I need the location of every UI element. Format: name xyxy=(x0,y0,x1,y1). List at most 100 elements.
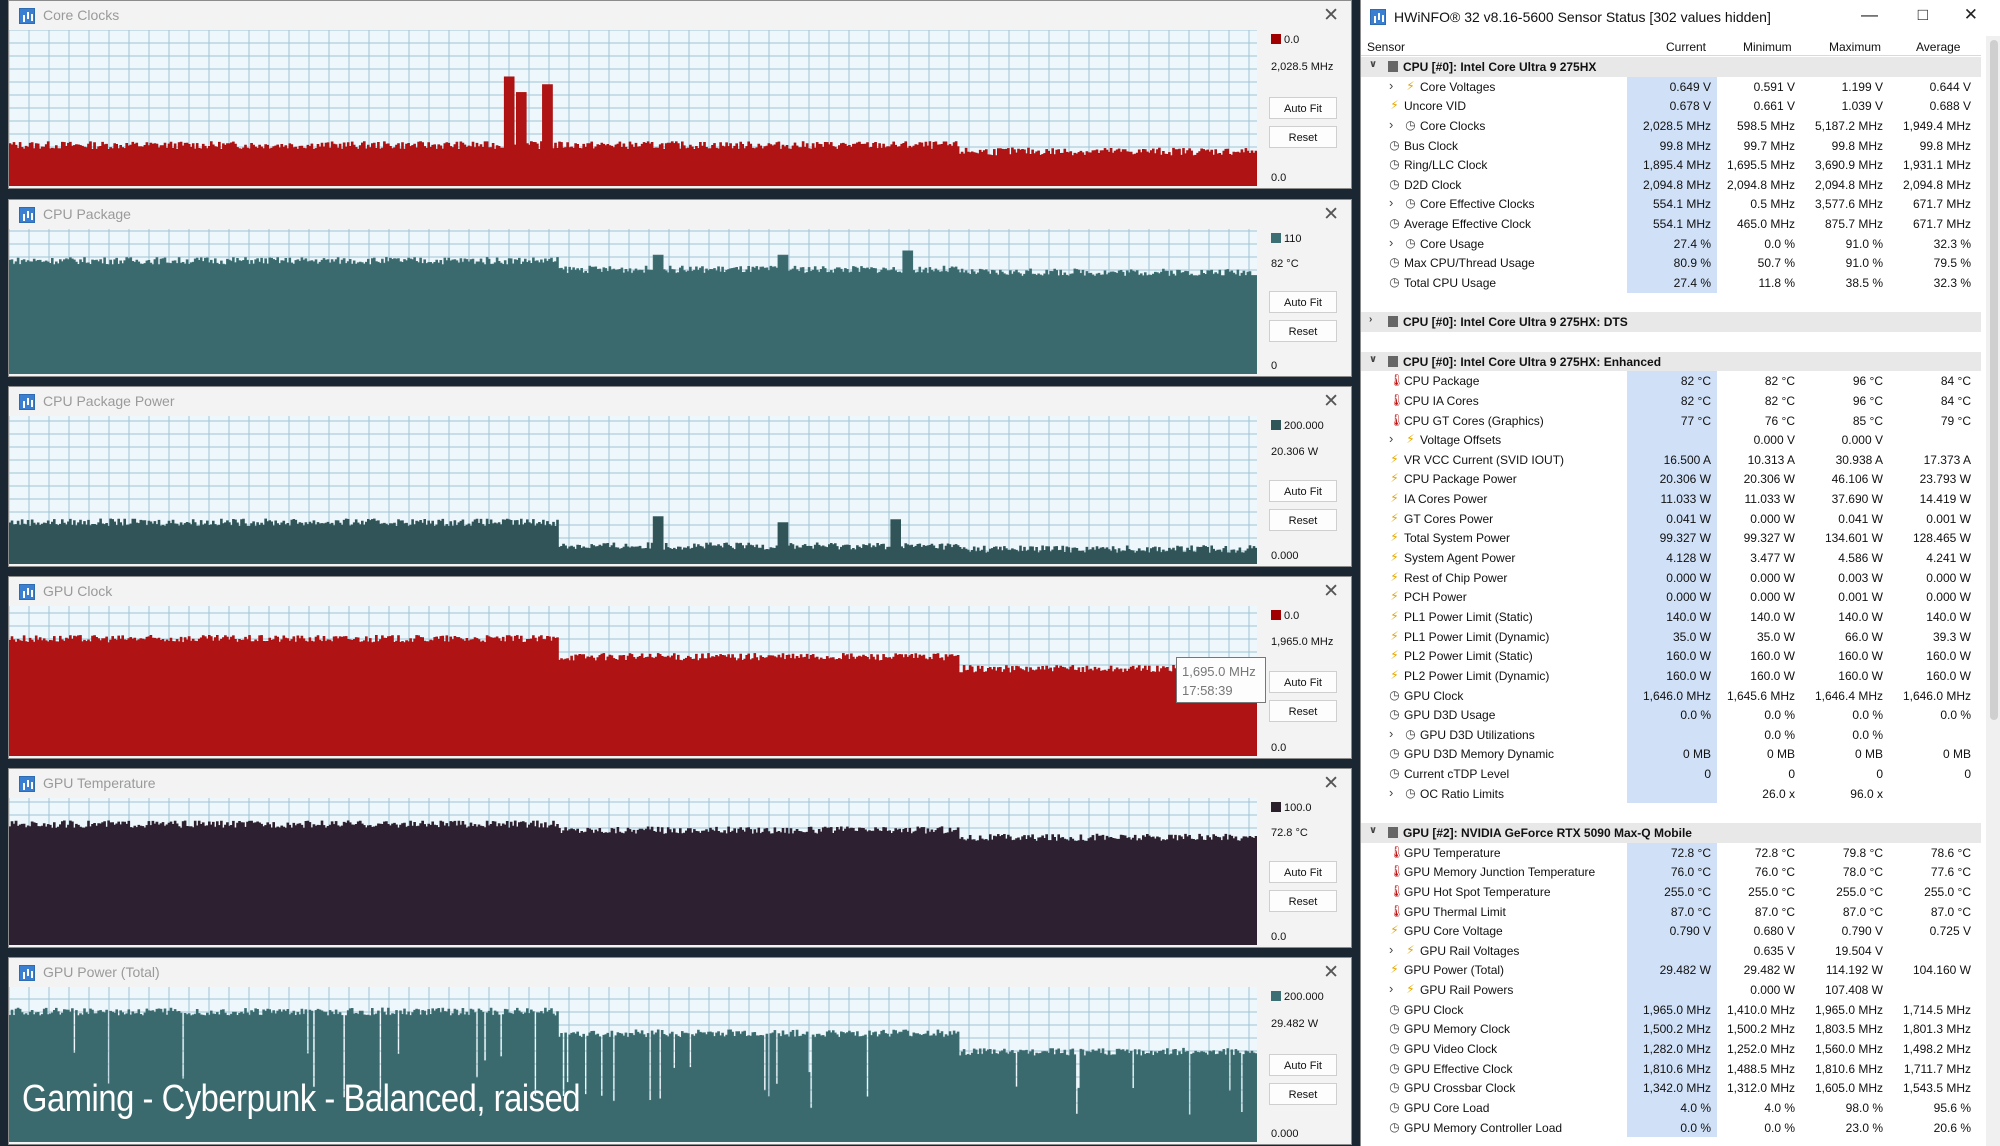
sensor-row[interactable]: ⚡ Total System Power 99.327 W 99.327 W 1… xyxy=(1361,528,1981,549)
chevron-down-icon[interactable]: ∨ xyxy=(1369,824,1378,836)
sensor-row[interactable]: ⚡ Uncore VID 0.678 V 0.661 V 1.039 V 0.6… xyxy=(1361,96,1981,116)
sensor-row[interactable]: ⚡ PL2 Power Limit (Dynamic) 160.0 W 160.… xyxy=(1361,665,1981,686)
sensor-row[interactable]: ◷ GPU Clock 1,646.0 MHz 1,645.6 MHz 1,64… xyxy=(1361,685,1981,706)
sensor-row[interactable]: 🌡 GPU Temperature 72.8 °C 72.8 °C 79.8 °… xyxy=(1361,842,1981,863)
sensor-row[interactable]: › ⚡ GPU Rail Voltages 0.635 V 19.504 V xyxy=(1361,940,1981,961)
chevron-down-icon[interactable]: ∨ xyxy=(1369,353,1378,365)
sensor-row[interactable]: ⚡ CPU Package Power 20.306 W 20.306 W 46… xyxy=(1361,469,1981,490)
minimum-value: 50.7 % xyxy=(1757,256,1795,271)
close-icon[interactable]: ✕ xyxy=(1963,5,1978,24)
sensor-row[interactable]: ◷ GPU Memory Controller Load 0.0 % 0.0 %… xyxy=(1361,1117,1981,1138)
auto-fit-button[interactable]: Auto Fit xyxy=(1269,480,1337,502)
graph-canvas[interactable] xyxy=(9,229,1257,374)
sensor-row[interactable]: 🌡 CPU IA Cores 82 °C 82 °C 96 °C 84 °C xyxy=(1361,390,1981,411)
sensor-row[interactable]: ◷ Total CPU Usage 27.4 % 11.8 % 38.5 % 3… xyxy=(1361,273,1981,293)
reset-button[interactable]: Reset xyxy=(1269,1083,1337,1105)
graph-canvas[interactable] xyxy=(9,987,1257,1142)
close-icon[interactable]: ✕ xyxy=(1323,204,1339,225)
close-icon[interactable]: ✕ xyxy=(1323,581,1339,602)
graph-canvas[interactable] xyxy=(9,30,1257,186)
sensor-row[interactable]: ⚡ VR VCC Current (SVID IOUT) 16.500 A 10… xyxy=(1361,449,1981,470)
reset-button[interactable]: Reset xyxy=(1269,890,1337,912)
col-average[interactable]: Average xyxy=(1916,40,1961,54)
sensor-row[interactable]: ◷ GPU Core Load 4.0 % 4.0 % 98.0 % 95.6 … xyxy=(1361,1097,1981,1118)
sensor-row[interactable]: ◷ GPU Crossbar Clock 1,342.0 MHz 1,312.0… xyxy=(1361,1078,1981,1098)
chevron-right-icon[interactable]: › xyxy=(1389,784,1394,800)
sensor-row[interactable]: ◷ GPU Memory Clock 1,500.2 MHz 1,500.2 M… xyxy=(1361,1019,1981,1040)
sensor-row[interactable]: › ⚡ Voltage Offsets 0.000 V 0.000 V xyxy=(1361,430,1981,450)
scrollbar-thumb[interactable] xyxy=(1990,40,1998,720)
col-sensor[interactable]: Sensor xyxy=(1367,40,1406,54)
graph-canvas[interactable] xyxy=(9,798,1257,945)
sensor-row[interactable]: 🌡 CPU GT Cores (Graphics) 77 °C 76 °C 85… xyxy=(1361,410,1981,431)
sensor-row[interactable]: ◷ GPU D3D Memory Dynamic 0 MB 0 MB 0 MB … xyxy=(1361,744,1981,765)
sensor-group-header[interactable]: ∨ GPU [#2]: NVIDIA GeForce RTX 5090 Max-… xyxy=(1361,822,1981,843)
sensor-row[interactable]: ◷ D2D Clock 2,094.8 MHz 2,094.8 MHz 2,09… xyxy=(1361,174,1981,195)
auto-fit-button[interactable]: Auto Fit xyxy=(1269,671,1337,693)
sensor-row[interactable]: ⚡ PCH Power 0.000 W 0.000 W 0.001 W 0.00… xyxy=(1361,587,1981,607)
sensor-row[interactable]: ⚡ IA Cores Power 11.033 W 11.033 W 37.69… xyxy=(1361,489,1981,509)
sensor-row[interactable]: ◷ GPU Effective Clock 1,810.6 MHz 1,488.… xyxy=(1361,1058,1981,1079)
col-current[interactable]: Current xyxy=(1666,40,1707,54)
sensor-row[interactable]: ⚡ GPU Power (Total) 29.482 W 29.482 W 11… xyxy=(1361,960,1981,981)
sensor-row[interactable]: ◷ Max CPU/Thread Usage 80.9 % 50.7 % 91.… xyxy=(1361,253,1981,274)
sensor-row[interactable]: › ◷ Core Clocks 2,028.5 MHz 598.5 MHz 5,… xyxy=(1361,115,1981,136)
sensor-row[interactable]: ⚡ PL1 Power Limit (Static) 140.0 W 140.0… xyxy=(1361,606,1981,627)
current-value: 1,646.0 MHz xyxy=(1642,688,1711,703)
sensor-row[interactable]: › ◷ GPU D3D Utilizations 0.0 % 0.0 % xyxy=(1361,724,1981,745)
sensor-row[interactable]: ⚡ GT Cores Power 0.041 W 0.000 W 0.041 W… xyxy=(1361,508,1981,529)
reset-button[interactable]: Reset xyxy=(1269,320,1337,342)
chevron-right-icon[interactable]: › xyxy=(1389,725,1394,741)
chevron-right-icon[interactable]: › xyxy=(1389,431,1394,447)
sensor-row[interactable]: › ⚡ GPU Rail Powers 0.000 W 107.408 W xyxy=(1361,980,1981,1000)
sensor-row[interactable]: › ◷ Core Effective Clocks 554.1 MHz 0.5 … xyxy=(1361,194,1981,215)
close-icon[interactable]: ✕ xyxy=(1323,5,1339,26)
sensor-row[interactable]: ⚡ PL2 Power Limit (Static) 160.0 W 160.0… xyxy=(1361,646,1981,666)
auto-fit-button[interactable]: Auto Fit xyxy=(1269,861,1337,883)
reset-button[interactable]: Reset xyxy=(1269,126,1337,148)
chevron-down-icon[interactable]: ∨ xyxy=(1369,59,1378,70)
sensor-group-header[interactable]: ∨ CPU [#0]: Intel Core Ultra 9 275HX xyxy=(1361,57,1981,77)
sensor-row[interactable]: 🌡 GPU Thermal Limit 87.0 °C 87.0 °C 87.0… xyxy=(1361,901,1981,922)
sensor-group-header[interactable]: ∨ CPU [#0]: Intel Core Ultra 9 275HX: En… xyxy=(1361,351,1981,372)
chevron-right-icon[interactable]: › xyxy=(1389,981,1394,997)
chevron-right-icon[interactable]: › xyxy=(1389,195,1394,211)
close-icon[interactable]: ✕ xyxy=(1323,391,1339,412)
sensor-group-header[interactable]: › CPU [#0]: Intel Core Ultra 9 275HX: DT… xyxy=(1361,312,1981,332)
sensor-row[interactable]: ◷ Average Effective Clock 554.1 MHz 465.… xyxy=(1361,214,1981,234)
sensor-row[interactable]: 🌡 GPU Hot Spot Temperature 255.0 °C 255.… xyxy=(1361,881,1981,902)
sensor-row[interactable]: 🌡 GPU Memory Junction Temperature 76.0 °… xyxy=(1361,862,1981,882)
auto-fit-button[interactable]: Auto Fit xyxy=(1269,1054,1337,1076)
reset-button[interactable]: Reset xyxy=(1269,509,1337,531)
sensor-row[interactable]: › ◷ OC Ratio Limits 26.0 x 96.0 x xyxy=(1361,783,1981,804)
sensor-row[interactable]: ⚡ GPU Core Voltage 0.790 V 0.680 V 0.790… xyxy=(1361,921,1981,941)
sensor-row[interactable]: ◷ GPU Video Clock 1,282.0 MHz 1,252.0 MH… xyxy=(1361,1039,1981,1059)
sensor-row[interactable]: 🌡 CPU Package 82 °C 82 °C 96 °C 84 °C xyxy=(1361,371,1981,391)
close-icon[interactable]: ✕ xyxy=(1323,962,1339,983)
sensor-row[interactable]: ◷ Current cTDP Level 0 0 0 0 xyxy=(1361,764,1981,784)
sensor-row[interactable]: ◷ Ring/LLC Clock 1,895.4 MHz 1,695.5 MHz… xyxy=(1361,155,1981,175)
sensor-row[interactable]: › ◷ Core Usage 27.4 % 0.0 % 91.0 % 32.3 … xyxy=(1361,233,1981,254)
sensor-row[interactable]: ⚡ System Agent Power 4.128 W 3.477 W 4.5… xyxy=(1361,548,1981,568)
sensor-row[interactable]: ◷ Bus Clock 99.8 MHz 99.7 MHz 99.8 MHz 9… xyxy=(1361,135,1981,156)
close-icon[interactable]: ✕ xyxy=(1323,773,1339,794)
sensor-row[interactable]: ⚡ PL1 Power Limit (Dynamic) 35.0 W 35.0 … xyxy=(1361,626,1981,647)
reset-button[interactable]: Reset xyxy=(1269,700,1337,722)
col-minimum[interactable]: Minimum xyxy=(1743,40,1792,54)
sensor-row[interactable]: ⚡ Rest of Chip Power 0.000 W 0.000 W 0.0… xyxy=(1361,567,1981,588)
chevron-right-icon[interactable]: › xyxy=(1389,116,1394,132)
chevron-right-icon[interactable]: › xyxy=(1389,941,1394,957)
sensor-row[interactable]: › ⚡ Core Voltages 0.649 V 0.591 V 1.199 … xyxy=(1361,76,1981,97)
chevron-right-icon[interactable]: › xyxy=(1389,234,1394,250)
maximize-icon[interactable]: □ xyxy=(1917,5,1928,24)
chevron-right-icon[interactable]: › xyxy=(1369,314,1373,326)
auto-fit-button[interactable]: Auto Fit xyxy=(1269,97,1337,119)
sensor-row[interactable]: ◷ GPU D3D Usage 0.0 % 0.0 % 0.0 % 0.0 % xyxy=(1361,705,1981,725)
graph-canvas[interactable] xyxy=(9,416,1257,564)
chevron-right-icon[interactable]: › xyxy=(1389,77,1394,93)
minimize-icon[interactable]: — xyxy=(1861,5,1878,24)
auto-fit-button[interactable]: Auto Fit xyxy=(1269,291,1337,313)
graph-canvas[interactable] xyxy=(9,606,1257,756)
sensor-row[interactable]: ◷ GPU Clock 1,965.0 MHz 1,410.0 MHz 1,96… xyxy=(1361,999,1981,1020)
col-maximum[interactable]: Maximum xyxy=(1829,40,1882,54)
